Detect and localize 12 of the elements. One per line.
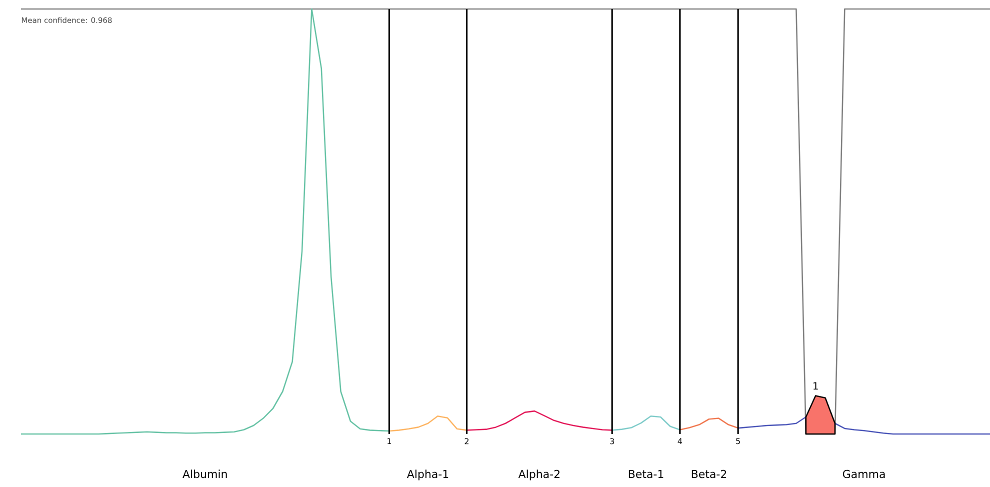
x-tick-label: 5 xyxy=(736,438,740,444)
text: Alpha-2 xyxy=(518,470,560,480)
x-tick-label: 2 xyxy=(464,438,468,444)
text: Alpha-1 xyxy=(406,470,448,480)
text: Beta-1 xyxy=(628,470,664,478)
x-tick-label: 1 xyxy=(388,438,392,444)
x-tick-label: 3 xyxy=(610,438,614,444)
text: Beta-2 xyxy=(692,470,726,478)
text: Gamma xyxy=(842,470,885,478)
x-tick-label: 4 xyxy=(678,438,682,444)
text: Albumin xyxy=(182,470,227,478)
annotation: 1 xyxy=(814,382,818,390)
